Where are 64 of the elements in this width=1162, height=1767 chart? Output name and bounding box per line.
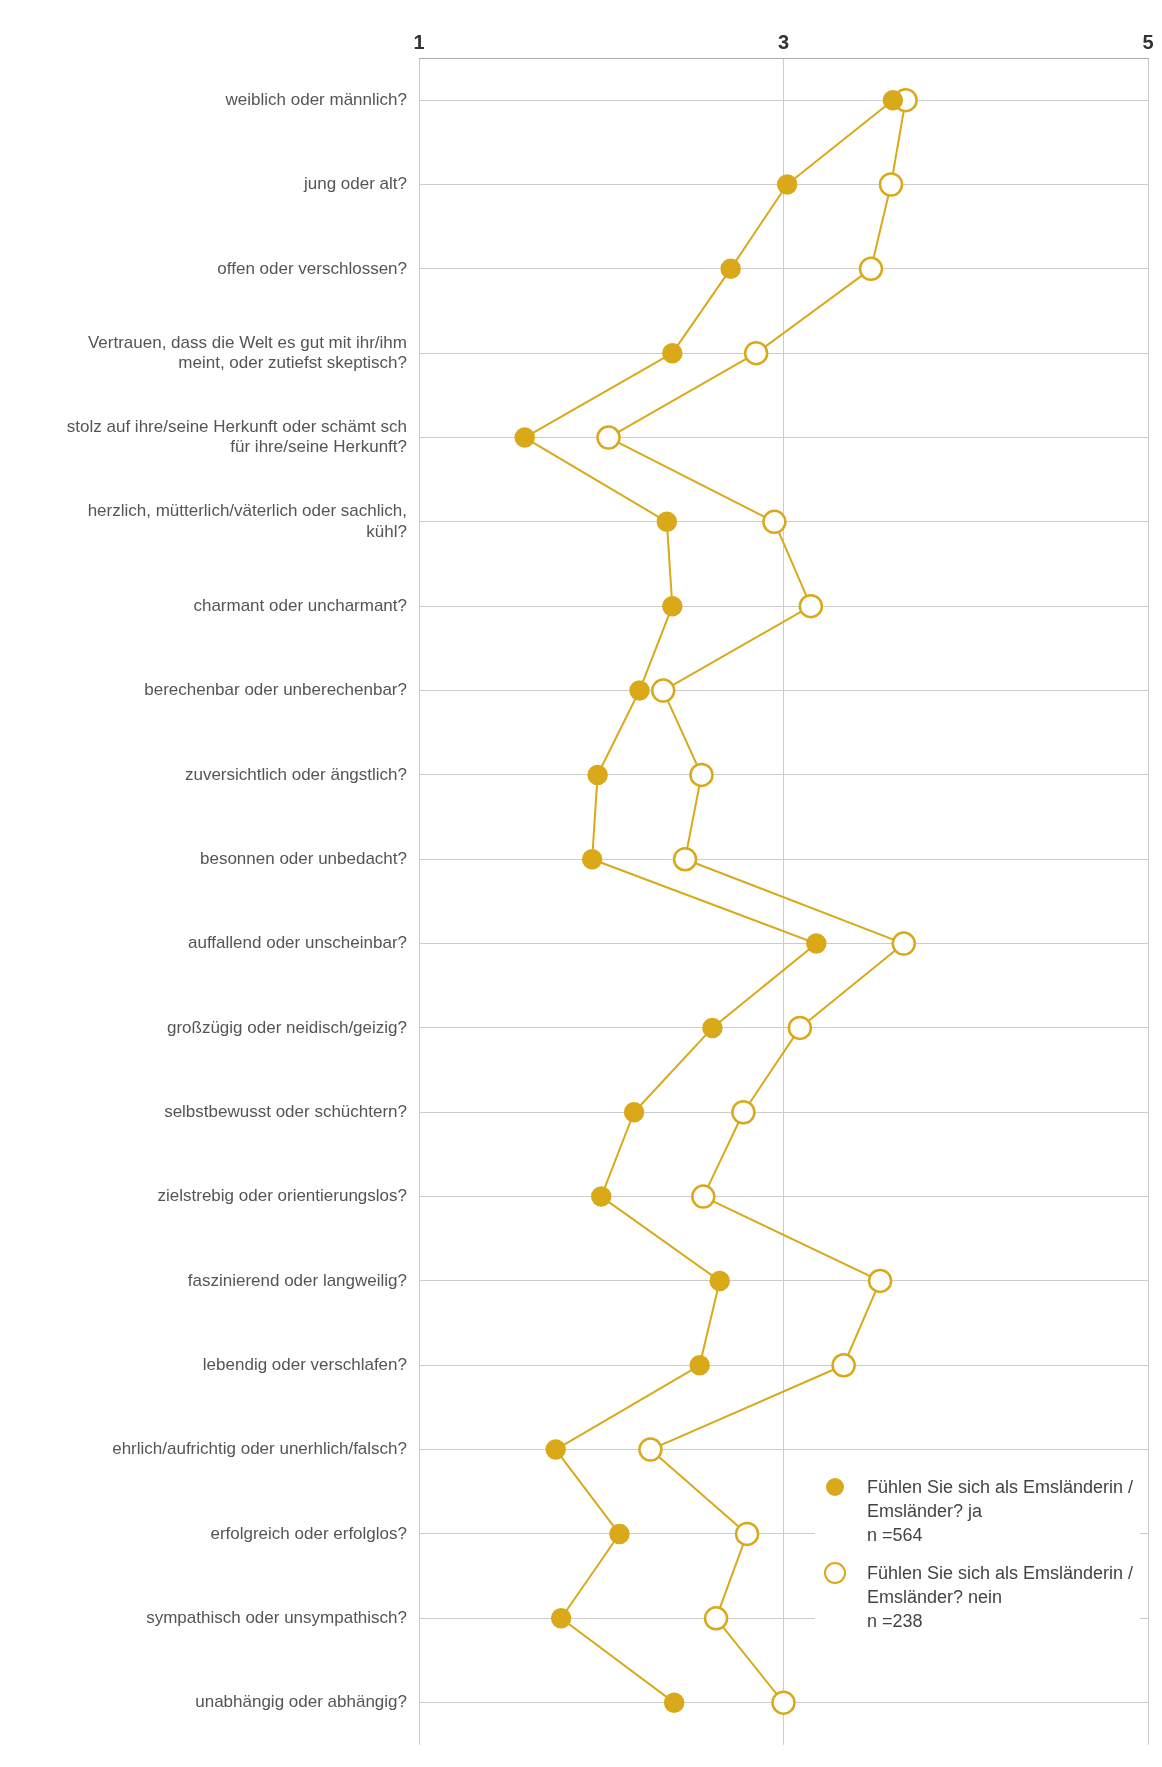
point (550, 1608, 572, 1629)
y-tick-label: lebendig oder verschlafen? (202, 1354, 407, 1374)
y-tick-label: berechenbar oder unberechenbar? (144, 680, 407, 700)
y-tick-label: offen oder verschlossen? (217, 258, 407, 278)
y-tick-label: erfolgreich oder erfolglos? (210, 1523, 407, 1543)
point (663, 1692, 685, 1713)
x-tick-label: 1 (413, 30, 425, 53)
point (762, 509, 787, 535)
point (858, 256, 884, 282)
y-tick-label: jung oder alt? (302, 174, 407, 194)
point (545, 1439, 566, 1460)
point (734, 1521, 760, 1547)
x-tick-label: 5 (1142, 30, 1154, 53)
point (596, 425, 621, 450)
y-tick-label: unabhängig oder abhängig? (195, 1692, 407, 1712)
point (581, 848, 603, 870)
point (609, 1523, 630, 1545)
y-tick-label: ehrlich/aufrichtig oder unerhlich/falsch? (112, 1439, 407, 1459)
point (878, 172, 904, 197)
point (702, 1017, 723, 1039)
point (831, 1353, 856, 1378)
point (689, 762, 714, 788)
y-tick-label: Vertrauen, dass die Welt es gut mit ihr/ihm meint, oder zutiefst skeptisch? (87, 332, 407, 373)
point (656, 511, 678, 533)
point (771, 1690, 796, 1715)
point (731, 1100, 756, 1125)
point (691, 1184, 716, 1209)
point (629, 680, 650, 701)
point (650, 678, 676, 703)
point (689, 1355, 710, 1376)
point (776, 174, 798, 195)
y-tick-label: zielstrebig oder orientierungslos? (157, 1186, 407, 1206)
point (720, 258, 741, 280)
point (638, 1437, 663, 1462)
point (743, 340, 769, 366)
point (867, 1268, 893, 1294)
legend-label: Fühlen Sie sich als Emsländerin / Emsländer? nein n =238 (867, 1562, 1135, 1633)
point (709, 1270, 730, 1292)
point (514, 427, 535, 448)
point (672, 846, 698, 872)
point (806, 933, 827, 954)
legend-label: Fühlen Sie sich als Emsländerin / Emsländer? ja n =564 (867, 1476, 1135, 1547)
point (798, 593, 824, 619)
point (662, 342, 683, 364)
y-tick-label: sympathisch oder unsympathisch? (146, 1607, 407, 1627)
y-tick-label: weiblich oder männlich? (224, 89, 407, 109)
point (662, 595, 683, 617)
point (882, 89, 904, 111)
point (891, 931, 917, 956)
point (787, 1015, 813, 1041)
x-tick-label: 3 (777, 30, 790, 53)
y-tick-label: herzlich, mütterlich/väterlich oder sachlich, kühl? (87, 501, 407, 541)
point (703, 1606, 729, 1631)
y-tick-label: besonnen oder unbedacht? (199, 848, 407, 868)
y-tick-label: faszinierend oder langweilig? (187, 1270, 407, 1290)
y-tick-label: stolz auf ihre/seine Herkunft oder schämt sch für ihre/seine Herkunft? (66, 417, 407, 457)
y-tick-label: auffallend oder unscheinbar? (188, 933, 407, 953)
point (591, 1186, 612, 1207)
y-tick-label: zuversichtlich oder ängstlich? (184, 764, 407, 784)
y-tick-label: großzügig oder neidisch/geizig? (166, 1017, 407, 1037)
y-tick-label: selbstbewusst oder schüchtern? (164, 1101, 407, 1121)
point (587, 764, 608, 786)
y-tick-label: charmant oder uncharmant? (193, 595, 407, 615)
point (623, 1102, 645, 1123)
